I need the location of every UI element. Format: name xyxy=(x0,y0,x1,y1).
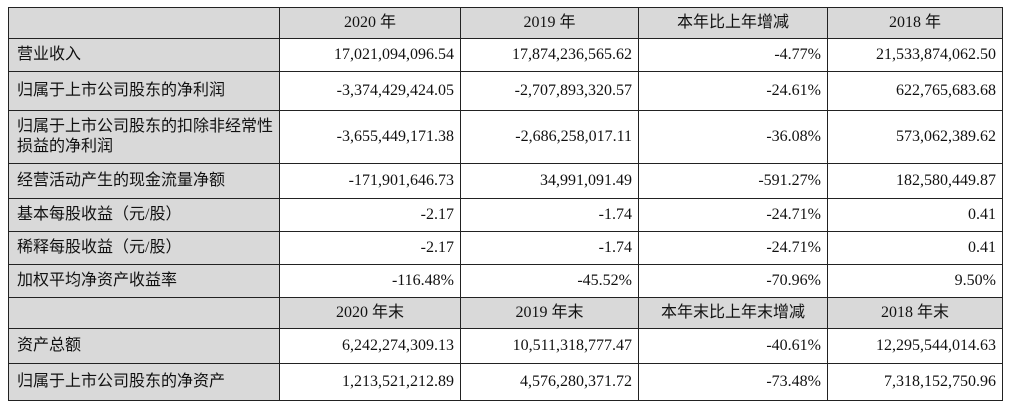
header-yoy-end-change: 本年末比上年末增减 xyxy=(638,297,828,329)
cell-2018: 7,318,152,750.96 xyxy=(827,363,1003,401)
cell-change: -591.27% xyxy=(638,163,828,199)
table-row-net-profit-excl-nonrecurring: 归属于上市公司股东的扣除非经常性损益的净利润 -3,655,449,171.38… xyxy=(8,110,1003,164)
financial-summary-table: 2020 年 2019 年 本年比上年增减 2018 年 营业收入 17,021… xyxy=(8,7,1003,401)
cell-change: -73.48% xyxy=(638,363,828,401)
cell-change: -70.96% xyxy=(638,264,828,298)
header-2019-end: 2019 年末 xyxy=(460,297,639,329)
table-row-total-assets: 资产总额 6,242,274,309.13 10,511,318,777.47 … xyxy=(8,328,1003,364)
cell-2018: 21,533,874,062.50 xyxy=(827,38,1003,72)
cell-2019: 34,991,091.49 xyxy=(460,163,639,199)
row-label: 归属于上市公司股东的扣除非经常性损益的净利润 xyxy=(8,110,280,164)
row-label: 资产总额 xyxy=(8,328,280,364)
header-2020: 2020 年 xyxy=(279,7,461,39)
cell-2018: 0.41 xyxy=(827,231,1003,265)
cell-2020: 1,213,521,212.89 xyxy=(279,363,461,401)
header-empty-cell xyxy=(8,7,280,39)
row-label: 归属于上市公司股东的净资产 xyxy=(8,363,280,401)
row-label: 稀释每股收益（元/股） xyxy=(8,231,280,265)
cell-2019: 10,511,318,777.47 xyxy=(460,328,639,364)
row-label: 经营活动产生的现金流量净额 xyxy=(8,163,280,199)
cell-2020: -2.17 xyxy=(279,198,461,232)
cell-2019: 4,576,280,371.72 xyxy=(460,363,639,401)
cell-2020: -2.17 xyxy=(279,231,461,265)
cell-2019: 17,874,236,565.62 xyxy=(460,38,639,72)
row-label: 加权平均净资产收益率 xyxy=(8,264,280,298)
cell-2020: 17,021,094,096.54 xyxy=(279,38,461,72)
cell-2018: 622,765,683.68 xyxy=(827,71,1003,111)
cell-2019: -2,707,893,320.57 xyxy=(460,71,639,111)
table-row-net-assets: 归属于上市公司股东的净资产 1,213,521,212.89 4,576,280… xyxy=(8,363,1003,401)
table-row-revenue: 营业收入 17,021,094,096.54 17,874,236,565.62… xyxy=(8,38,1003,72)
cell-2020: 6,242,274,309.13 xyxy=(279,328,461,364)
header-2020-end: 2020 年末 xyxy=(279,297,461,329)
cell-change: -24.71% xyxy=(638,198,828,232)
header-2019: 2019 年 xyxy=(460,7,639,39)
cell-2019: -45.52% xyxy=(460,264,639,298)
cell-2020: -3,374,429,424.05 xyxy=(279,71,461,111)
cell-change: -24.61% xyxy=(638,71,828,111)
table-row-operating-cash-flow: 经营活动产生的现金流量净额 -171,901,646.73 34,991,091… xyxy=(8,163,1003,199)
cell-2018: 12,295,544,014.63 xyxy=(827,328,1003,364)
cell-2020: -116.48% xyxy=(279,264,461,298)
table-row-basic-eps: 基本每股收益（元/股） -2.17 -1.74 -24.71% 0.41 xyxy=(8,198,1003,232)
cell-2019: -1.74 xyxy=(460,231,639,265)
header-row-annual: 2020 年 2019 年 本年比上年增减 2018 年 xyxy=(8,7,1003,39)
cell-2019: -1.74 xyxy=(460,198,639,232)
table-row-weighted-avg-roe: 加权平均净资产收益率 -116.48% -45.52% -70.96% 9.50… xyxy=(8,264,1003,298)
header-2018-end: 2018 年末 xyxy=(827,297,1003,329)
cell-change: -24.71% xyxy=(638,231,828,265)
header-empty-cell xyxy=(8,297,280,329)
cell-2018: 573,062,389.62 xyxy=(827,110,1003,164)
cell-2018: 182,580,449.87 xyxy=(827,163,1003,199)
table-row-net-profit: 归属于上市公司股东的净利润 -3,374,429,424.05 -2,707,8… xyxy=(8,71,1003,111)
cell-2018: 0.41 xyxy=(827,198,1003,232)
row-label: 基本每股收益（元/股） xyxy=(8,198,280,232)
cell-2020: -3,655,449,171.38 xyxy=(279,110,461,164)
header-2018: 2018 年 xyxy=(827,7,1003,39)
row-label: 归属于上市公司股东的净利润 xyxy=(8,71,280,111)
cell-change: -4.77% xyxy=(638,38,828,72)
cell-2019: -2,686,258,017.11 xyxy=(460,110,639,164)
cell-2018: 9.50% xyxy=(827,264,1003,298)
header-row-year-end: 2020 年末 2019 年末 本年末比上年末增减 2018 年末 xyxy=(8,297,1003,329)
cell-change: -40.61% xyxy=(638,328,828,364)
cell-2020: -171,901,646.73 xyxy=(279,163,461,199)
header-yoy-change: 本年比上年增减 xyxy=(638,7,828,39)
cell-change: -36.08% xyxy=(638,110,828,164)
table-row-diluted-eps: 稀释每股收益（元/股） -2.17 -1.74 -24.71% 0.41 xyxy=(8,231,1003,265)
row-label: 营业收入 xyxy=(8,38,280,72)
